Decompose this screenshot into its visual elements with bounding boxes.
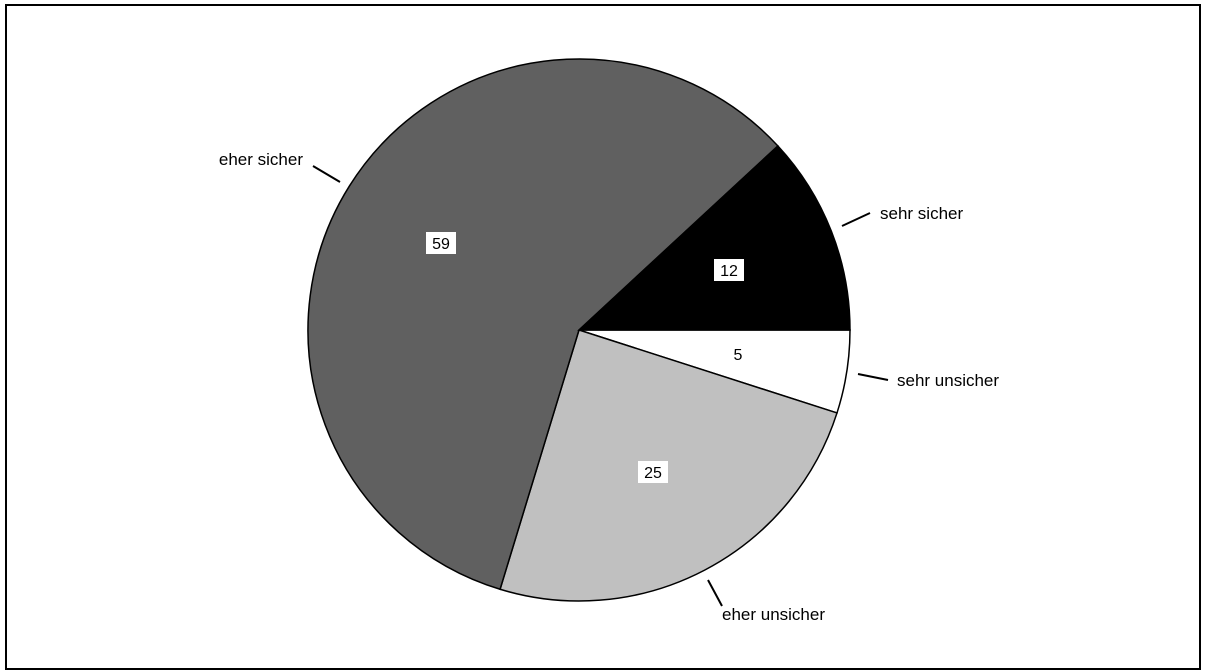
- category-label-eher-unsicher: eher unsicher: [722, 605, 825, 624]
- value-label-eher-unsicher: 25: [644, 465, 662, 482]
- pie-slice-eher-unsicher: [499, 329, 838, 602]
- value-labels: 12 5 25 59: [426, 232, 744, 483]
- value-label-sehr-sicher: 12: [720, 263, 738, 280]
- leader-lines: [312, 165, 889, 607]
- value-label-box-eher-sicher: [426, 232, 456, 254]
- category-label-eher-sicher: eher sicher: [219, 150, 303, 169]
- pie-slice-sehr-sicher: [577, 144, 851, 331]
- value-label-eher-sicher: 59: [432, 236, 450, 253]
- leader-line-sehr-unsicher: [857, 373, 889, 381]
- category-labels: sehr sicher sehr unsicher eher unsicher ehe…: [219, 150, 999, 624]
- pie-slice-eher-sicher: [307, 58, 779, 591]
- leader-line-eher-unsicher: [707, 579, 723, 607]
- pie-slices: [307, 58, 851, 602]
- value-label-sehr-unsicher: 5: [734, 347, 743, 364]
- leader-line-eher-sicher: [312, 165, 341, 183]
- category-label-sehr-sicher: sehr sicher: [880, 204, 963, 223]
- category-label-sehr-unsicher: sehr unsicher: [897, 371, 999, 390]
- value-label-box-sehr-sicher: [714, 259, 744, 281]
- value-label-box-eher-unsicher: [638, 461, 668, 483]
- leader-line-sehr-sicher: [841, 212, 871, 227]
